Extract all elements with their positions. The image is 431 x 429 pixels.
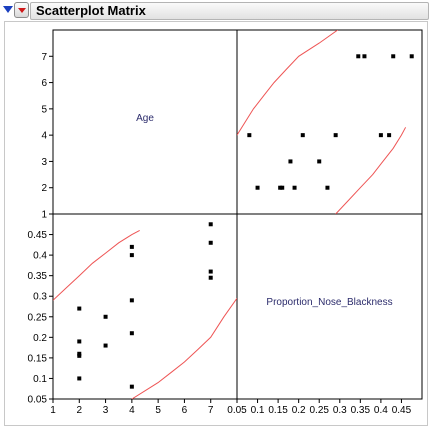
tick-label-bottom-age: 5 — [155, 405, 161, 416]
report-frame — [4, 21, 428, 426]
point-lower-3[interactable] — [77, 353, 82, 358]
tick-label-left-age: 3 — [41, 157, 47, 168]
point-lower-7[interactable] — [129, 244, 134, 249]
tick-label-bottom-proportion: 0.25 — [309, 405, 329, 416]
disclosure-triangle-icon[interactable] — [3, 6, 13, 13]
tick-label-bottom-proportion: 0.05 — [227, 405, 247, 416]
tick-label-left-age: 2 — [41, 183, 47, 194]
tick-label-bottom-age: 4 — [129, 405, 135, 416]
point-upper-10[interactable] — [300, 133, 305, 138]
tick-label-left-age: 1 — [41, 210, 47, 221]
tick-label-left-proportion: 0.4 — [33, 251, 47, 262]
point-upper-0[interactable] — [325, 185, 330, 190]
tick-label-left-proportion: 0.3 — [33, 292, 47, 303]
point-lower-13[interactable] — [208, 240, 213, 245]
tick-label-left-age: 4 — [41, 131, 47, 142]
point-upper-7[interactable] — [387, 133, 392, 138]
report-title: Scatterplot Matrix — [36, 3, 146, 18]
point-upper-14[interactable] — [362, 54, 367, 59]
tick-label-bottom-age: 3 — [103, 405, 109, 416]
tick-label-bottom-age: 7 — [208, 405, 214, 416]
point-lower-11[interactable] — [129, 384, 134, 389]
tick-label-left-proportion: 0.25 — [28, 312, 48, 323]
point-upper-15[interactable] — [356, 54, 361, 59]
tick-label-left-age: 6 — [41, 78, 47, 89]
tick-label-left-proportion: 0.05 — [28, 395, 48, 406]
tick-label-left-age: 7 — [41, 52, 47, 63]
point-upper-11[interactable] — [247, 133, 252, 138]
point-lower-10[interactable] — [129, 331, 134, 336]
point-lower-14[interactable] — [208, 269, 213, 274]
density-ellipse-lower-1 — [131, 298, 237, 399]
point-lower-0[interactable] — [77, 306, 82, 311]
point-lower-9[interactable] — [129, 298, 134, 303]
tick-label-left-proportion: 0.1 — [33, 374, 47, 385]
density-ellipse-upper-0 — [335, 127, 407, 214]
point-lower-2[interactable] — [77, 351, 82, 356]
tick-label-left-proportion: 0.45 — [28, 230, 48, 241]
point-upper-4[interactable] — [255, 185, 260, 190]
density-ellipse-upper-1 — [237, 30, 338, 136]
tick-label-bottom-proportion: 0.2 — [292, 405, 306, 416]
tick-label-left-age: 5 — [41, 104, 47, 115]
tick-label-bottom-proportion: 0.4 — [374, 405, 388, 416]
tick-label-bottom-proportion: 0.35 — [351, 405, 371, 416]
point-upper-1[interactable] — [292, 185, 297, 190]
point-upper-3[interactable] — [278, 185, 283, 190]
point-upper-12[interactable] — [409, 54, 414, 59]
tick-label-bottom-age: 1 — [50, 405, 56, 416]
diagonal-label-age: Age — [136, 113, 154, 124]
point-upper-5[interactable] — [317, 159, 322, 164]
point-lower-1[interactable] — [77, 339, 82, 344]
point-lower-12[interactable] — [208, 222, 213, 227]
point-lower-4[interactable] — [77, 376, 82, 381]
tick-label-bottom-proportion: 0.1 — [251, 405, 265, 416]
report-title-bar[interactable]: Scatterplot Matrix — [30, 2, 429, 20]
point-lower-8[interactable] — [129, 253, 134, 258]
tick-label-bottom-proportion: 0.45 — [392, 405, 412, 416]
tick-label-bottom-proportion: 0.3 — [333, 405, 347, 416]
point-upper-6[interactable] — [288, 159, 293, 164]
tick-label-bottom-age: 2 — [77, 405, 83, 416]
tick-label-bottom-proportion: 0.15 — [268, 405, 288, 416]
diagonal-label-proportion-nose-blackness: Proportion_Nose_Blackness — [266, 297, 392, 308]
point-lower-15[interactable] — [208, 275, 213, 280]
density-ellipse-lower-0 — [53, 229, 140, 301]
tick-label-left-proportion: 0.35 — [28, 271, 48, 282]
point-upper-9[interactable] — [333, 133, 338, 138]
point-upper-13[interactable] — [391, 54, 396, 59]
tick-label-bottom-age: 6 — [182, 405, 188, 416]
point-lower-6[interactable] — [103, 343, 108, 348]
point-upper-8[interactable] — [378, 133, 383, 138]
red-triangle-menu-icon[interactable] — [14, 2, 29, 18]
tick-label-left-proportion: 0.2 — [33, 333, 47, 344]
point-upper-2[interactable] — [280, 185, 285, 190]
report-outline-header: Scatterplot Matrix — [0, 0, 431, 22]
point-lower-5[interactable] — [103, 314, 108, 319]
tick-label-left-proportion: 0.15 — [28, 353, 48, 364]
